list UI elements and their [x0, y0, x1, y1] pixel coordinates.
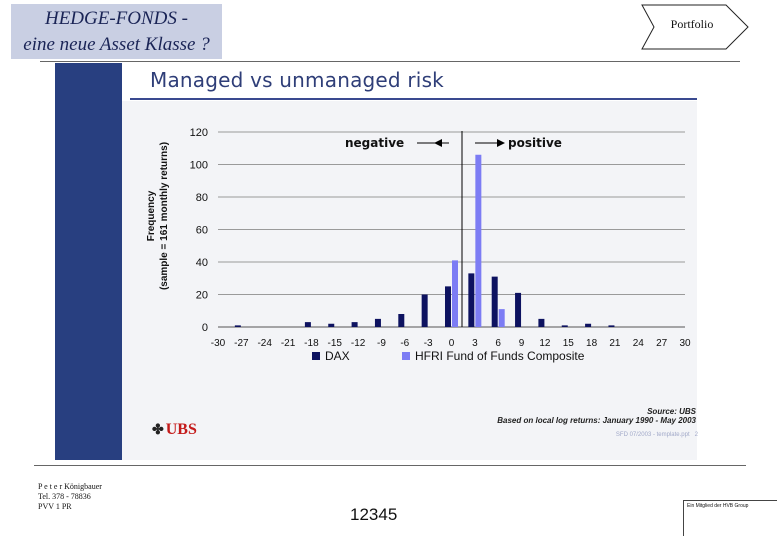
ubs-logo-text: UBS: [165, 421, 197, 438]
x-tick-label: 3: [472, 338, 478, 349]
bar-dax: [608, 325, 615, 327]
member-notice: Ein Mitglied der HVB Group: [683, 500, 777, 514]
x-tick-label: 0: [449, 338, 455, 349]
x-tick-label: 6: [495, 338, 501, 349]
x-tick-label: 30: [679, 338, 691, 349]
chart-title: Managed vs unmanaged risk: [150, 68, 444, 92]
bar-dax: [328, 323, 335, 327]
bar-dax: [304, 322, 311, 327]
author-name: P e t e r Königbauer: [38, 482, 102, 491]
y-tick-label: 0: [202, 322, 208, 334]
x-tick-label: -18: [304, 338, 319, 349]
y-tick-label: 120: [190, 127, 208, 139]
slide-right-pad: [697, 101, 702, 460]
negative-label: negative: [345, 136, 404, 150]
y-tick-label: 80: [196, 192, 208, 204]
slide-footer-text: SFD 07/2003 - template.ppt 2: [615, 432, 698, 438]
y-tick-label: 60: [196, 225, 208, 237]
slide-side-bar: [55, 63, 122, 460]
x-tick-label: -9: [377, 338, 386, 349]
x-tick-label: 12: [539, 338, 551, 349]
bar-hfri: [475, 154, 482, 327]
slide-title-strip: [122, 63, 702, 101]
title-line-1: HEDGE-FONDS -: [44, 8, 188, 29]
bar-dax: [421, 294, 428, 327]
y-axis-label-2: (sample = 161 monthly returns): [159, 142, 170, 290]
x-tick-label: -27: [234, 338, 249, 349]
x-tick-label: -21: [281, 338, 296, 349]
x-tick-label: 27: [656, 338, 668, 349]
bar-hfri: [452, 260, 458, 327]
x-tick-label: -30: [211, 338, 226, 349]
bar-dax: [515, 292, 522, 327]
positive-arrowhead: [497, 139, 505, 147]
x-tick-label: -12: [351, 338, 366, 349]
bar-dax: [585, 323, 592, 327]
y-tick-label: 100: [190, 160, 208, 172]
bar-dax: [445, 286, 451, 327]
legend-swatch: [402, 352, 410, 360]
legend-swatch: [312, 352, 320, 360]
bar-dax: [374, 318, 381, 327]
bar-dax: [398, 314, 405, 327]
x-tick-label: 18: [586, 338, 598, 349]
negative-arrowhead: [434, 139, 442, 147]
bar-dax: [351, 322, 358, 327]
x-tick-label: 15: [563, 338, 575, 349]
title-line-2: eine neue Asset Klasse ?: [23, 34, 210, 55]
y-tick-label: 20: [196, 290, 208, 302]
x-tick-label: -3: [424, 338, 433, 349]
page-number: 12345: [350, 505, 398, 524]
title-underline: [130, 98, 697, 100]
ubs-logo: ✤ UBS: [152, 421, 197, 439]
positive-label: positive: [508, 136, 562, 150]
presentation-title: HEDGE-FONDS - eine neue Asset Klasse ?: [11, 4, 222, 59]
source-period-text: Based on local log returns: January 1990…: [497, 416, 696, 425]
author-dept: PVV 1 PR: [38, 502, 72, 511]
author-phone: Tel. 378 - 78836: [38, 492, 91, 501]
legend-label: HFRI Fund of Funds Composite: [415, 349, 585, 363]
y-tick-label: 40: [196, 257, 208, 269]
ubs-keys-icon: ✤: [152, 423, 164, 438]
bar-dax: [561, 325, 568, 327]
author-info: P e t e r Königbauer Tel. 378 - 78836 PV…: [38, 482, 102, 512]
portfolio-nav-arrow[interactable]: [640, 3, 750, 51]
footer-divider: [34, 465, 746, 466]
x-tick-label: 24: [633, 338, 645, 349]
legend-label: DAX: [325, 349, 350, 363]
header-divider: [40, 61, 740, 62]
member-box-border: [683, 500, 684, 536]
x-tick-label: -6: [400, 338, 409, 349]
bar-dax: [538, 318, 545, 327]
source-text: Source: UBS: [647, 407, 696, 416]
x-tick-label: -24: [257, 338, 272, 349]
bar-hfri: [498, 309, 505, 327]
x-tick-label: -15: [328, 338, 343, 349]
bar-dax: [491, 276, 498, 327]
portfolio-nav-label[interactable]: Portfolio: [670, 17, 714, 31]
x-tick-label: 21: [609, 338, 621, 349]
bar-dax: [234, 325, 241, 327]
bar-dax: [468, 273, 475, 327]
y-axis-label-1: Frequency: [146, 190, 157, 241]
x-tick-label: 9: [519, 338, 525, 349]
